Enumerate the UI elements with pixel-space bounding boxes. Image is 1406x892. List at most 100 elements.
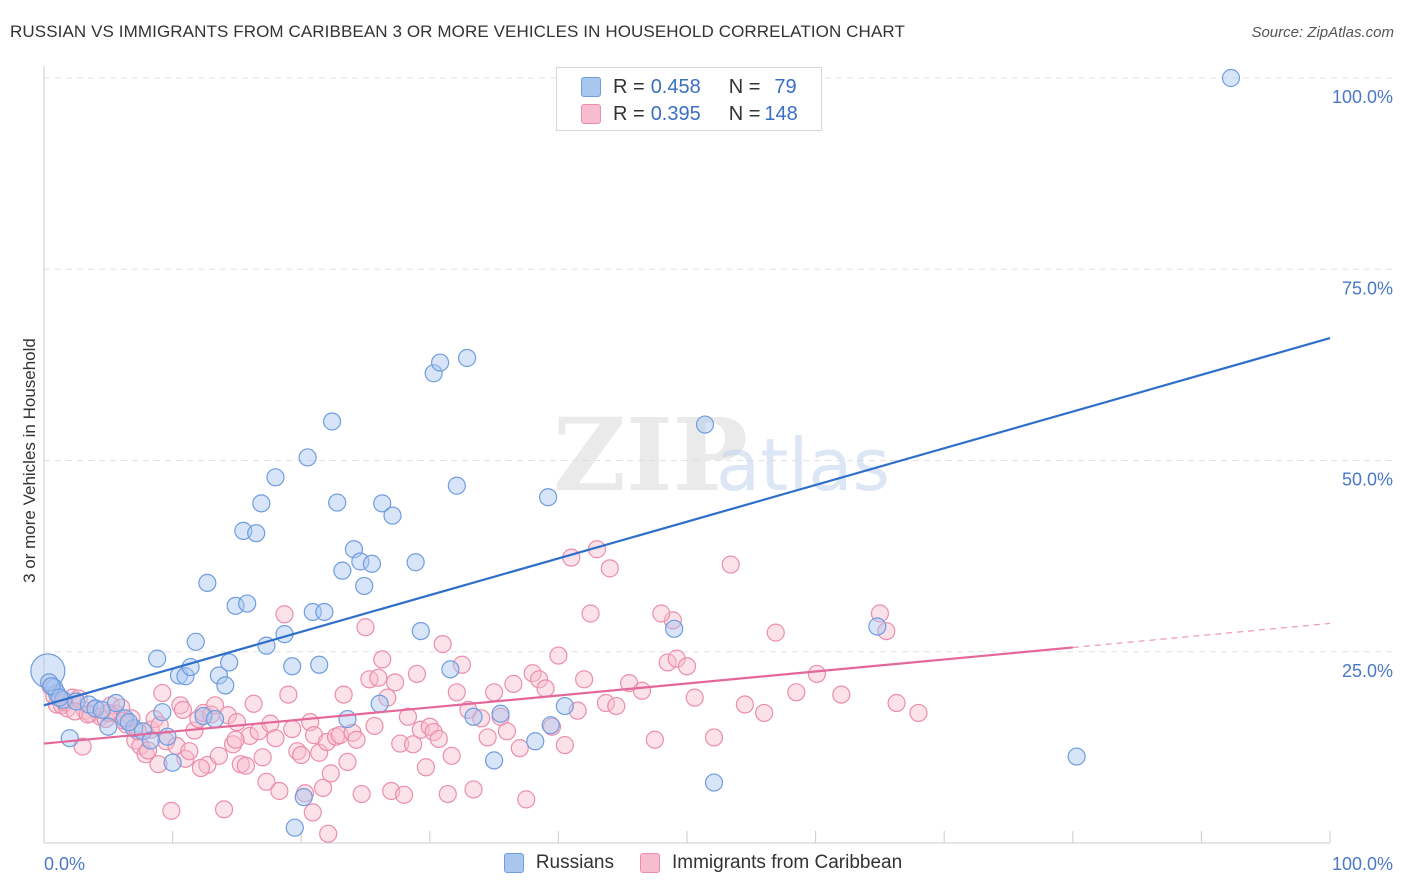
caribbean-point xyxy=(373,650,392,669)
caribbean-point xyxy=(510,739,529,758)
y-tick-label: 100.0% xyxy=(1332,87,1393,107)
caribbean-point xyxy=(227,713,246,732)
caribbean-point xyxy=(877,621,896,641)
caribbean-point xyxy=(303,803,322,822)
russians-point xyxy=(370,694,389,713)
caribbean-point xyxy=(180,742,199,761)
caribbean-point xyxy=(887,693,906,713)
legend-item-russians[interactable]: Russians xyxy=(503,852,614,874)
russians-point xyxy=(485,751,504,770)
russians-point xyxy=(106,693,126,713)
caribbean-point xyxy=(209,746,228,765)
caribbean-point xyxy=(153,683,172,703)
russians-point xyxy=(406,553,425,572)
caribbean-point xyxy=(394,785,414,804)
caribbean-point xyxy=(279,685,298,704)
caribbean-point xyxy=(356,618,375,637)
caribbean-point xyxy=(438,784,457,804)
russians-point xyxy=(283,657,302,676)
r-label: R = xyxy=(613,102,645,125)
caribbean-point xyxy=(416,758,436,777)
caribbean-point xyxy=(652,604,671,623)
n-label: N = xyxy=(728,75,761,98)
caribbean-point xyxy=(173,700,192,719)
russians-point xyxy=(447,476,466,495)
caribbean-point xyxy=(236,756,256,775)
stats-row-russians: R = 0.458 N = 79 xyxy=(581,75,797,99)
caribbean-point xyxy=(347,730,366,749)
caribbean-point xyxy=(504,674,523,693)
russians-point xyxy=(868,617,887,636)
russians-point xyxy=(555,696,574,716)
russians-point xyxy=(252,494,271,513)
caribbean-point xyxy=(360,670,379,689)
russians-point xyxy=(86,699,105,718)
watermark-atlas: atlas xyxy=(716,423,890,507)
russians-point xyxy=(298,448,317,467)
r-label: R = xyxy=(613,75,645,98)
n-label: N = xyxy=(728,102,761,125)
caribbean-point xyxy=(555,735,574,755)
russians-point xyxy=(198,573,217,593)
russians-point xyxy=(424,364,443,383)
caribbean-point xyxy=(478,728,497,747)
russians-point xyxy=(209,666,228,685)
caribbean-point xyxy=(73,737,92,756)
russians-point xyxy=(226,596,245,615)
caribbean-point xyxy=(292,745,311,765)
caribbean-point xyxy=(549,646,568,665)
caribbean-point xyxy=(244,694,263,713)
caribbean-point xyxy=(391,734,410,753)
caribbean-point xyxy=(338,752,357,772)
russians-point xyxy=(539,488,558,507)
russians-point xyxy=(526,732,545,751)
caribbean-point xyxy=(632,681,652,700)
russians-point xyxy=(373,494,392,513)
caribbean-point xyxy=(485,683,504,702)
caribbean-point xyxy=(807,664,826,684)
russians-point xyxy=(328,493,347,512)
russians-point xyxy=(186,632,205,651)
russians-point xyxy=(383,506,402,525)
caribbean-point xyxy=(407,664,427,684)
russians-point xyxy=(119,713,138,732)
caribbean-point xyxy=(429,729,448,749)
source-label: Source: ZipAtlas.com xyxy=(1251,24,1394,41)
caribbean-point xyxy=(191,758,210,778)
caribbean-point xyxy=(270,781,289,801)
series-legend: Russians Immigrants from Caribbean xyxy=(0,852,1406,874)
caribbean-trend-line xyxy=(43,646,1073,745)
caribbean-point xyxy=(517,790,536,809)
caribbean-point xyxy=(704,728,724,747)
russians-point xyxy=(1067,747,1086,766)
russians-swatch xyxy=(503,853,524,873)
caribbean-point xyxy=(600,559,619,578)
caribbean-point xyxy=(403,735,423,754)
russians-point xyxy=(285,818,304,837)
legend-item-caribbean[interactable]: Immigrants from Caribbean xyxy=(639,852,902,874)
caribbean-point xyxy=(442,746,461,765)
stats-legend: R = 0.458 N = 79 R = 0.395 N = 148 xyxy=(556,67,822,131)
russians-point xyxy=(60,729,79,748)
caribbean-point xyxy=(530,670,549,689)
y-tick-label: 50.0% xyxy=(1342,470,1393,490)
caribbean-point xyxy=(398,707,418,726)
watermark-zip: ZIP xyxy=(553,396,748,514)
y-tick-label: 25.0% xyxy=(1342,661,1393,681)
caribbean-swatch xyxy=(639,853,660,873)
russians-point xyxy=(695,415,715,434)
legend-label-russians: Russians xyxy=(535,852,614,873)
russians-point xyxy=(163,753,182,772)
caribbean-point xyxy=(257,772,276,791)
caribbean-point xyxy=(562,548,581,567)
caribbean-point xyxy=(214,800,234,819)
caribbean-point xyxy=(226,730,245,749)
russians-point xyxy=(153,703,172,722)
caribbean-point xyxy=(283,719,302,739)
russians-swatch xyxy=(581,77,601,97)
caribbean-point xyxy=(365,716,384,736)
axes xyxy=(43,66,1331,844)
caribbean-points xyxy=(41,540,928,843)
russians-point xyxy=(247,524,266,543)
